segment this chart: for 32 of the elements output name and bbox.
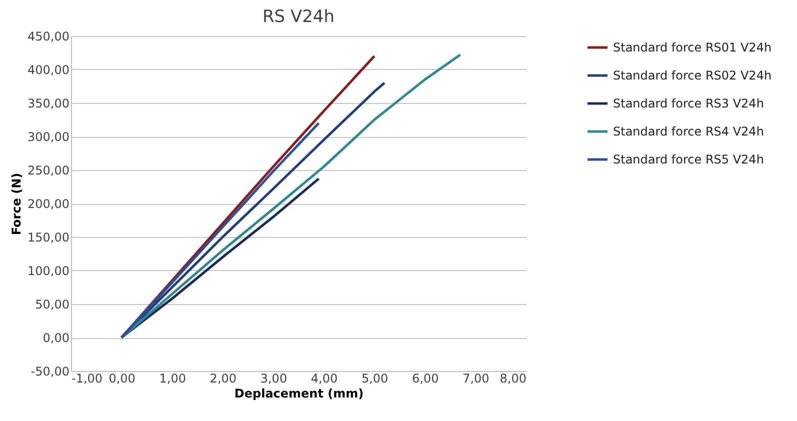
x-tick-label: 4,00 — [310, 372, 338, 386]
x-tick-label: 3,00 — [260, 372, 288, 386]
line-series — [120, 122, 320, 339]
y-tick-label: 350,00 — [28, 96, 70, 110]
y-axis-title: Force (N) — [10, 172, 24, 236]
y-tick-label: 100,00 — [28, 264, 70, 278]
y-tick-label: 300,00 — [28, 130, 70, 144]
y-tick-label: 200,00 — [28, 197, 70, 211]
x-axis-title: Deplacement (mm) — [234, 386, 364, 400]
x-tick-label: 7,00 — [462, 372, 490, 386]
legend-label: Standard force RS01 V24h — [613, 40, 772, 54]
x-tick-label: 0,00 — [108, 372, 136, 386]
x-tick-label: 1,00 — [159, 372, 186, 386]
y-tick-label: 450,00 — [28, 30, 70, 44]
x-tick-label: 8,00 — [500, 372, 526, 386]
legend-label: Standard force RS4 V24h — [613, 124, 764, 138]
legend-label: Standard force RS5 V24h — [613, 152, 764, 166]
legend-label: Standard force RS3 V24h — [613, 96, 764, 110]
y-tick-label: -50,00 — [30, 364, 70, 378]
y-tick-label: 250,00 — [28, 164, 70, 178]
y-tick-label: 400,00 — [28, 63, 70, 77]
y-tick-label: 150,00 — [28, 230, 70, 244]
x-tick-label: 5,00 — [361, 372, 388, 386]
x-tick-label: 6,00 — [412, 372, 439, 386]
x-tick-label: 2,00 — [210, 372, 237, 386]
legend-label: Standard force RS02 V24h — [613, 68, 772, 82]
y-tick-label: 0,00 — [42, 331, 70, 345]
y-tick-label: 50,00 — [35, 298, 70, 312]
line-series — [120, 54, 462, 339]
x-tick-label: -1,00 — [72, 372, 103, 386]
chart-title: RS V24h — [262, 7, 335, 27]
line-series — [120, 177, 320, 339]
